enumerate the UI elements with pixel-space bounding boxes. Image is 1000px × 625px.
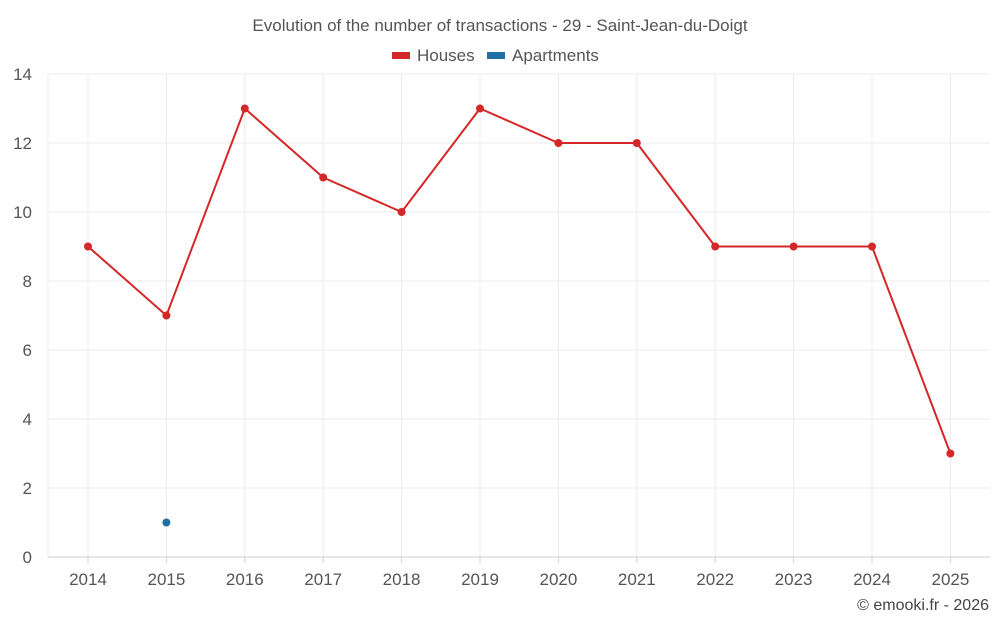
legend-item-apartments[interactable]: Apartments (487, 46, 599, 65)
data-point-houses[interactable] (162, 311, 171, 320)
x-tick-label: 2020 (539, 570, 577, 589)
legend-item-houses[interactable]: Houses (392, 46, 475, 65)
series-line-houses (87, 107, 952, 454)
y-tick-label: 6 (23, 341, 32, 360)
data-point-houses[interactable] (84, 242, 92, 251)
x-tick-label: 2015 (147, 570, 185, 589)
legend: Houses Apartments (392, 46, 599, 65)
y-tick-label: 12 (13, 134, 32, 153)
x-tick-label: 2017 (304, 570, 342, 589)
x-tick-label: 2022 (696, 570, 734, 589)
x-tick-label: 2016 (226, 570, 264, 589)
grid (47, 73, 990, 557)
y-tick-label: 4 (23, 410, 32, 429)
x-tick-label: 2019 (461, 570, 499, 589)
y-tick-label: 8 (23, 272, 32, 291)
data-point-houses[interactable] (397, 208, 406, 216)
legend-swatch-apartments (487, 52, 505, 59)
x-tick-label: 2025 (931, 570, 969, 589)
legend-swatch-houses (392, 52, 410, 59)
x-tick-label: 2018 (383, 570, 421, 589)
data-point-houses[interactable] (789, 242, 798, 251)
credit-text: © emooki.fr - 2026 (857, 597, 989, 614)
data-point-houses[interactable] (868, 242, 876, 251)
data-point-apartments[interactable] (162, 518, 171, 527)
data-point-houses[interactable] (240, 104, 249, 113)
y-axis: 0 2 4 6 8 10 12 14 (13, 65, 32, 567)
legend-label-apartments: Apartments (512, 46, 599, 65)
y-tick-label: 2 (23, 479, 32, 498)
x-axis: 2014 2015 2016 2017 2018 2019 2020 2021 2022 2023… (48, 556, 990, 589)
data-point-houses[interactable] (711, 242, 720, 251)
y-tick-label: 10 (13, 203, 32, 222)
series (84, 104, 955, 527)
data-point-houses[interactable] (946, 449, 955, 458)
data-point-houses[interactable] (476, 104, 484, 113)
x-tick-label: 2014 (69, 570, 107, 589)
x-tick-label: 2024 (853, 570, 891, 589)
x-tick-label: 2023 (775, 570, 813, 589)
legend-label-houses: Houses (417, 46, 475, 65)
y-tick-label: 0 (23, 548, 32, 567)
chart-title: Evolution of the number of transactions … (252, 16, 747, 35)
x-tick-label: 2021 (618, 570, 656, 589)
data-point-houses[interactable] (554, 139, 563, 147)
data-point-houses[interactable] (319, 173, 328, 182)
y-tick-label: 14 (13, 65, 32, 84)
data-point-houses[interactable] (632, 139, 641, 147)
